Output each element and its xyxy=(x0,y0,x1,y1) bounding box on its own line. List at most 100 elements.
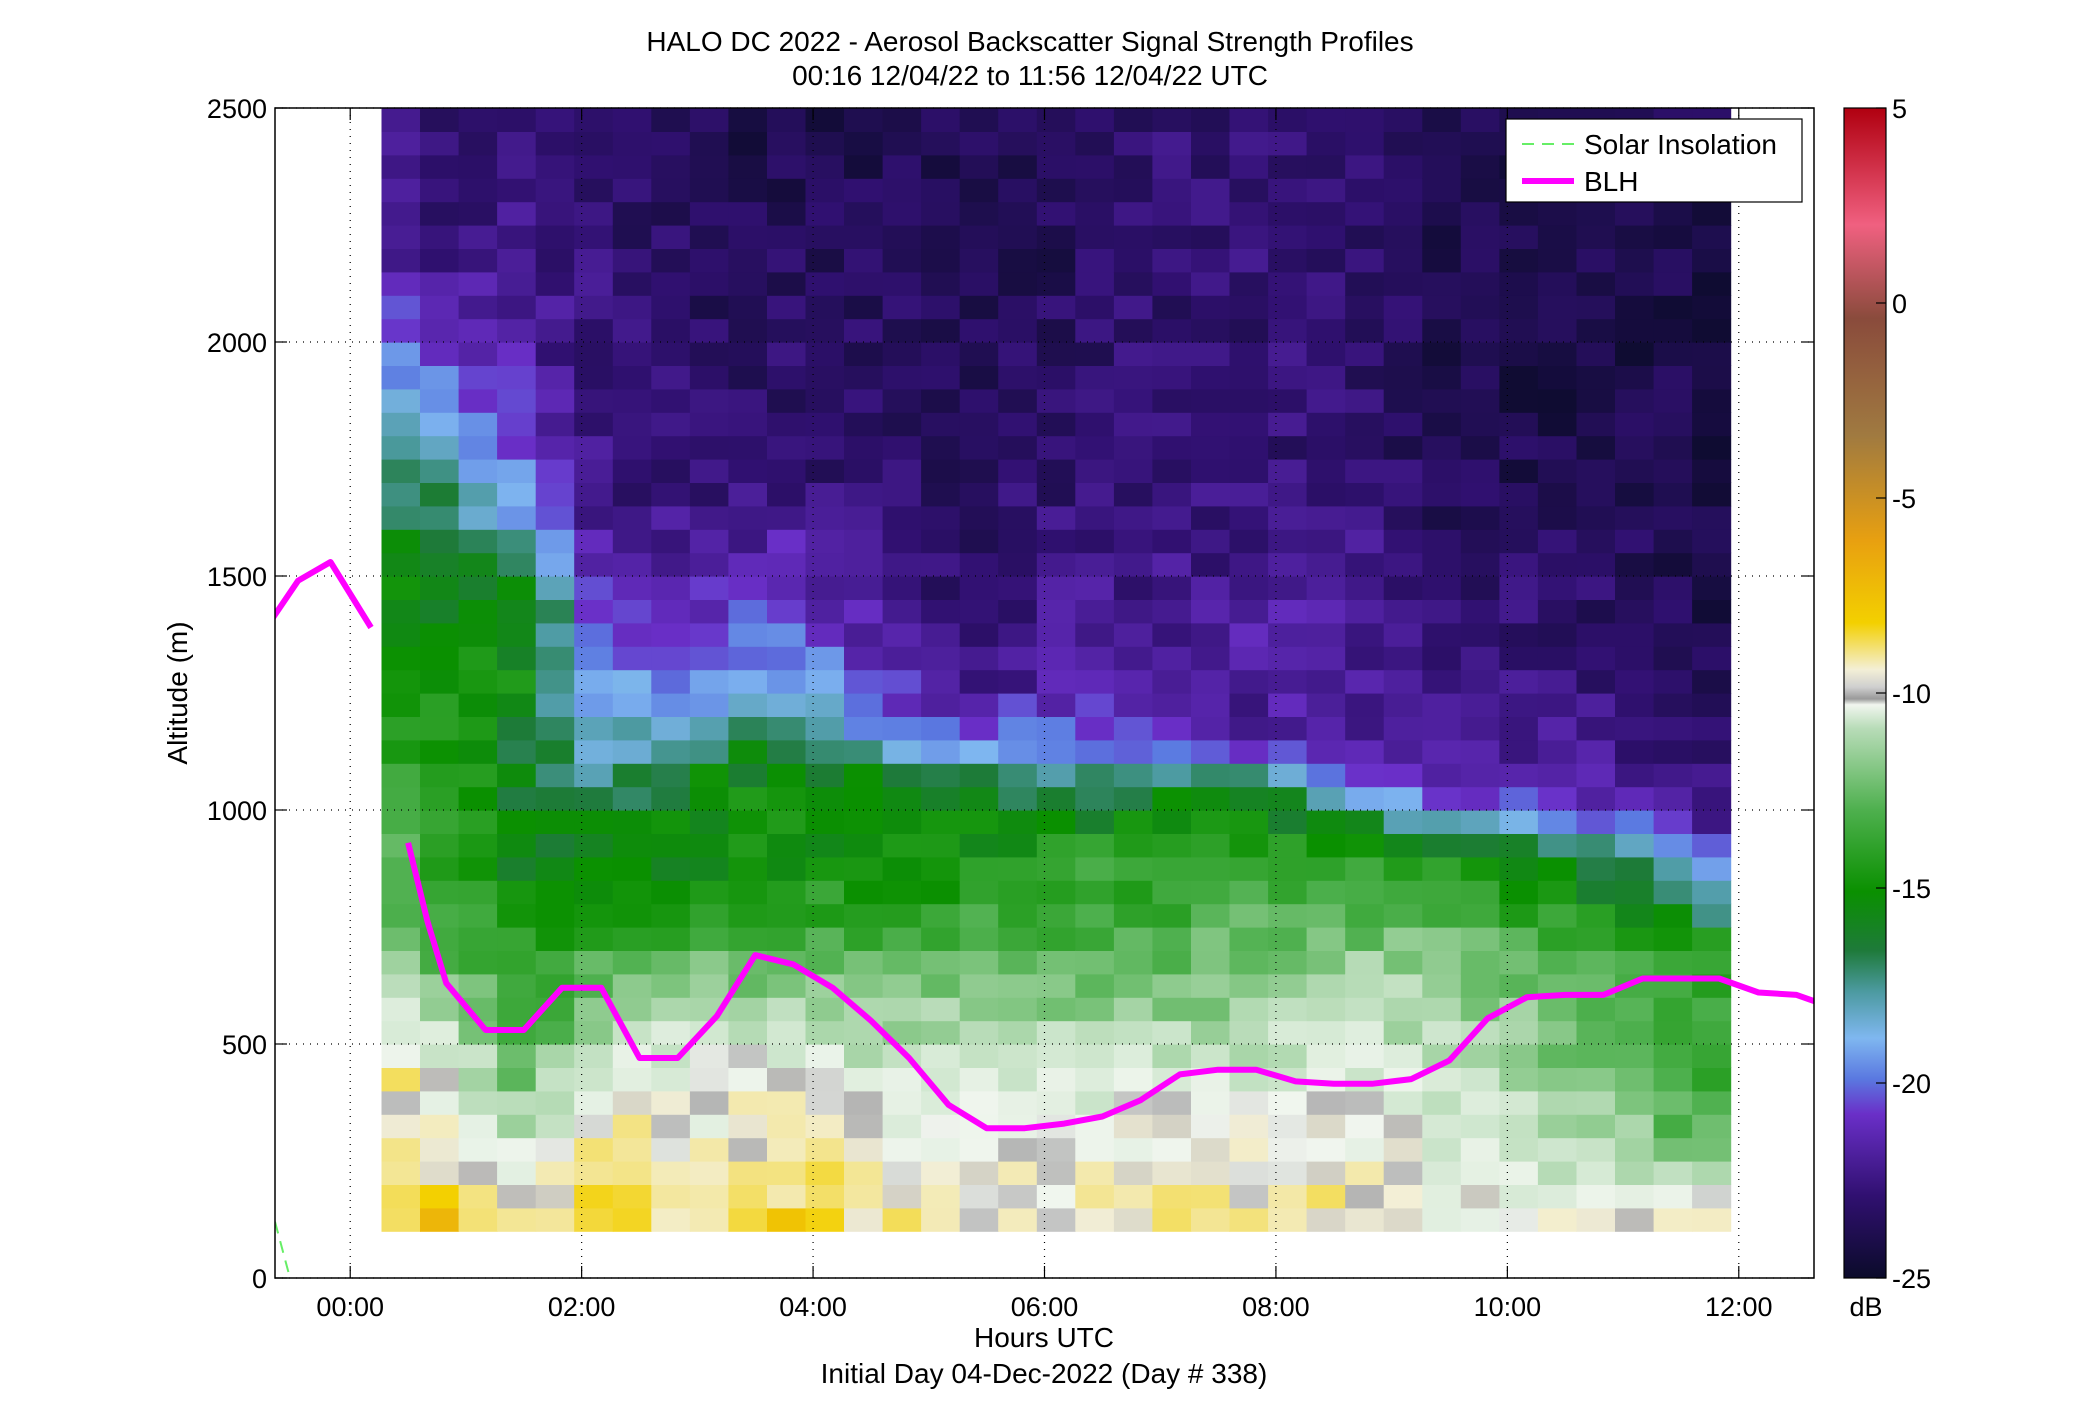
heatmap-cell xyxy=(689,1207,729,1232)
heatmap-cell xyxy=(1692,225,1732,249)
heatmap-cell xyxy=(458,412,498,437)
heatmap-cell xyxy=(381,997,421,1022)
heatmap-cell xyxy=(1460,786,1500,811)
heatmap-cell xyxy=(381,1044,421,1068)
heatmap-cell xyxy=(959,1161,999,1185)
heatmap-cell xyxy=(1653,1161,1693,1185)
heatmap-cell xyxy=(1268,1090,1308,1115)
heatmap-cell xyxy=(1229,997,1269,1022)
heatmap-cell xyxy=(1576,786,1616,811)
heatmap-cell xyxy=(535,178,575,203)
heatmap-cell xyxy=(1345,927,1385,951)
heatmap-cell xyxy=(805,599,845,624)
heatmap-cell xyxy=(1113,1067,1153,1092)
heatmap-cell xyxy=(959,529,999,554)
heatmap-cell xyxy=(805,388,845,413)
heatmap-cell xyxy=(420,880,460,905)
heatmap-cell xyxy=(1036,225,1076,249)
heatmap-cell xyxy=(1268,669,1308,694)
heatmap-cell xyxy=(1615,1090,1655,1115)
heatmap-cell xyxy=(381,271,421,296)
heatmap-cell xyxy=(458,201,498,226)
heatmap-cell xyxy=(767,1090,807,1115)
heatmap-cell xyxy=(1460,459,1500,483)
heatmap-cell xyxy=(1615,529,1655,554)
heatmap-cell xyxy=(844,1184,884,1209)
heatmap-cell xyxy=(1075,763,1115,788)
heatmap-cell xyxy=(1537,412,1577,437)
heatmap-cell xyxy=(1268,225,1308,249)
heatmap-cell xyxy=(651,505,691,530)
heatmap-cell xyxy=(998,295,1038,320)
heatmap-cell xyxy=(1306,669,1346,694)
heatmap-cell xyxy=(1075,365,1115,390)
heatmap-cell xyxy=(998,342,1038,366)
heatmap-cell xyxy=(728,178,768,203)
heatmap-cell xyxy=(651,1090,691,1115)
heatmap-cell xyxy=(1383,973,1423,998)
heatmap-cell xyxy=(1036,599,1076,624)
heatmap-cell xyxy=(1537,599,1577,624)
heatmap-cell xyxy=(689,482,729,507)
heatmap-cell xyxy=(535,1137,575,1162)
heatmap-cell xyxy=(882,108,922,132)
heatmap-cell xyxy=(921,435,961,460)
heatmap-cell xyxy=(689,856,729,881)
y-tick-label: 1000 xyxy=(207,796,267,826)
heatmap-cell xyxy=(1460,833,1500,858)
heatmap-cell xyxy=(1036,388,1076,413)
heatmap-cell xyxy=(1576,225,1616,249)
heatmap-cell xyxy=(1383,271,1423,296)
heatmap-cell xyxy=(535,459,575,483)
heatmap-cell xyxy=(805,716,845,741)
heatmap-cell xyxy=(458,716,498,741)
heatmap-cell xyxy=(1383,459,1423,483)
heatmap-cell xyxy=(381,318,421,343)
heatmap-cell xyxy=(1229,342,1269,366)
heatmap-cell xyxy=(574,108,614,132)
heatmap-cell xyxy=(921,763,961,788)
heatmap-cell xyxy=(805,997,845,1022)
heatmap-cell xyxy=(1615,552,1655,577)
heatmap-cell xyxy=(959,833,999,858)
heatmap-cell xyxy=(1268,763,1308,788)
heatmap-cell xyxy=(1113,552,1153,577)
heatmap-cell xyxy=(1191,318,1231,343)
heatmap-cell xyxy=(1537,997,1577,1022)
heatmap-cell xyxy=(921,295,961,320)
heatmap-cell xyxy=(1191,880,1231,905)
heatmap-cell xyxy=(1075,1044,1115,1068)
heatmap-cell xyxy=(1383,388,1423,413)
heatmap-cell xyxy=(1499,342,1539,366)
heatmap-cell xyxy=(420,1090,460,1115)
heatmap-cell xyxy=(420,786,460,811)
heatmap-cell xyxy=(651,997,691,1022)
heatmap-cell xyxy=(651,388,691,413)
heatmap-cell xyxy=(689,154,729,179)
heatmap-cell xyxy=(1692,271,1732,296)
heatmap-cell xyxy=(998,1090,1038,1115)
heatmap-cell xyxy=(1306,739,1346,764)
heatmap-cell xyxy=(959,576,999,600)
heatmap-cell xyxy=(1306,1020,1346,1045)
heatmap-cell xyxy=(1422,459,1462,483)
heatmap-cell xyxy=(1075,622,1115,647)
heatmap-cell xyxy=(1499,1161,1539,1185)
heatmap-cell xyxy=(1113,763,1153,788)
heatmap-cell xyxy=(1229,1044,1269,1068)
heatmap-cell xyxy=(1692,856,1732,881)
heatmap-cell xyxy=(535,482,575,507)
heatmap-cell xyxy=(1537,646,1577,671)
heatmap-cell xyxy=(1653,342,1693,366)
heatmap-cell xyxy=(1345,599,1385,624)
heatmap-cell xyxy=(1113,1114,1153,1139)
heatmap-cell xyxy=(651,856,691,881)
heatmap-cell xyxy=(381,599,421,624)
heatmap-cell xyxy=(689,388,729,413)
heatmap-cell xyxy=(921,950,961,975)
heatmap-cell xyxy=(497,435,537,460)
x-axis-note: Initial Day 04-Dec-2022 (Day # 338) xyxy=(821,1358,1268,1389)
heatmap-cell xyxy=(1268,248,1308,273)
heatmap-cell xyxy=(728,248,768,273)
heatmap-cell xyxy=(420,482,460,507)
